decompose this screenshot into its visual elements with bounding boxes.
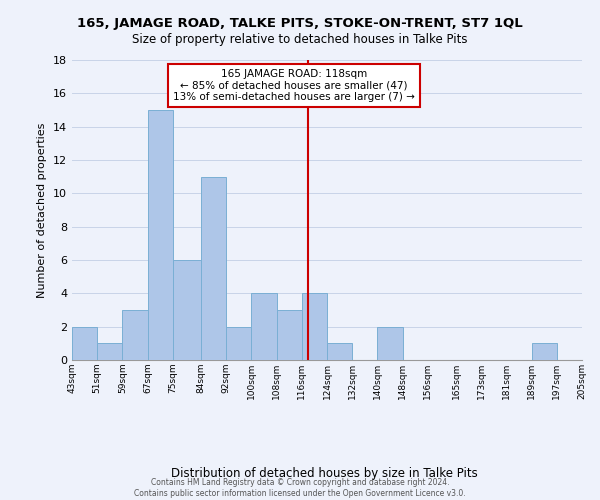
Bar	[97, 344, 122, 360]
Bar	[532, 344, 557, 360]
Y-axis label: Number of detached properties: Number of detached properties	[37, 122, 47, 298]
Text: 165 JAMAGE ROAD: 118sqm
← 85% of detached houses are smaller (47)
13% of semi-de: 165 JAMAGE ROAD: 118sqm ← 85% of detache…	[173, 69, 415, 102]
Text: Size of property relative to detached houses in Talke Pits: Size of property relative to detached ho…	[132, 32, 468, 46]
Bar	[173, 260, 201, 360]
Text: Contains HM Land Registry data © Crown copyright and database right 2024.
Contai: Contains HM Land Registry data © Crown c…	[134, 478, 466, 498]
Bar	[72, 326, 97, 360]
Bar	[277, 310, 302, 360]
Bar	[148, 110, 173, 360]
Bar	[122, 310, 148, 360]
Text: 165, JAMAGE ROAD, TALKE PITS, STOKE-ON-TRENT, ST7 1QL: 165, JAMAGE ROAD, TALKE PITS, STOKE-ON-T…	[77, 18, 523, 30]
Bar	[201, 176, 226, 360]
Text: Distribution of detached houses by size in Talke Pits: Distribution of detached houses by size …	[170, 467, 478, 480]
Bar	[327, 344, 352, 360]
Bar	[377, 326, 403, 360]
Bar	[302, 294, 327, 360]
Bar	[251, 294, 277, 360]
Bar	[226, 326, 251, 360]
